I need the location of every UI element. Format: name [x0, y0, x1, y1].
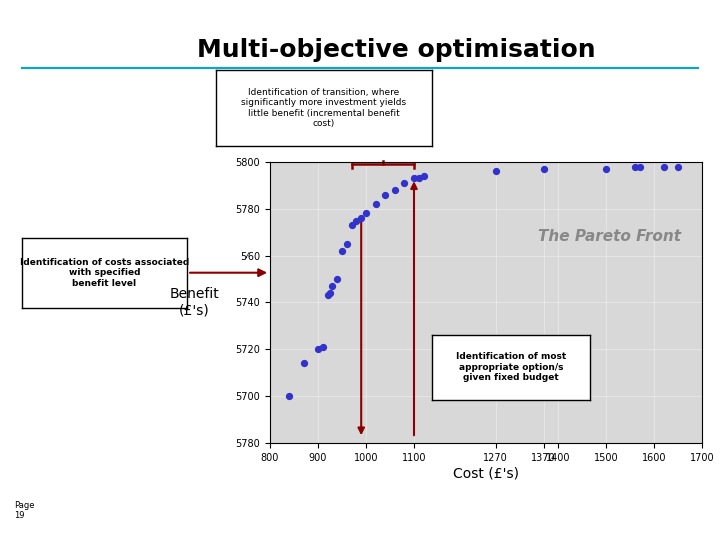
Point [413, 174, 425, 183]
Point [408, 174, 420, 183]
Point [600, 165, 612, 173]
Text: Page
19: Page 19 [14, 501, 35, 521]
Point [312, 345, 324, 354]
Text: Multi-objective optimisation: Multi-objective optimisation [197, 38, 595, 62]
Point [298, 359, 310, 368]
Point [324, 289, 336, 298]
Text: The Pareto Front: The Pareto Front [538, 228, 681, 244]
Point [360, 209, 372, 218]
Point [322, 291, 333, 300]
Point [418, 172, 429, 180]
Point [370, 200, 382, 208]
Point [538, 165, 549, 173]
Point [634, 163, 645, 171]
Text: Cost (£'s): Cost (£'s) [453, 467, 519, 481]
Point [389, 186, 400, 194]
Point [399, 179, 410, 187]
Point [284, 392, 295, 400]
Point [672, 163, 684, 171]
Point [327, 282, 338, 291]
Point [490, 167, 501, 176]
Text: Identification of costs associated
with specified
benefit level: Identification of costs associated with … [19, 258, 189, 288]
Point [336, 247, 348, 255]
Text: Identification of most
appropriate option/s
given fixed budget: Identification of most appropriate optio… [456, 352, 567, 382]
Point [351, 216, 362, 225]
Point [658, 163, 670, 171]
Point [331, 275, 343, 284]
Point [356, 214, 367, 222]
Point [341, 240, 353, 248]
Text: Identification of transition, where
significantly more investment yields
little : Identification of transition, where sign… [241, 88, 407, 128]
Point [379, 191, 391, 199]
Point [346, 221, 357, 230]
Text: Benefit
(£'s): Benefit (£'s) [169, 287, 220, 318]
Point [317, 342, 328, 351]
Point [629, 163, 641, 171]
